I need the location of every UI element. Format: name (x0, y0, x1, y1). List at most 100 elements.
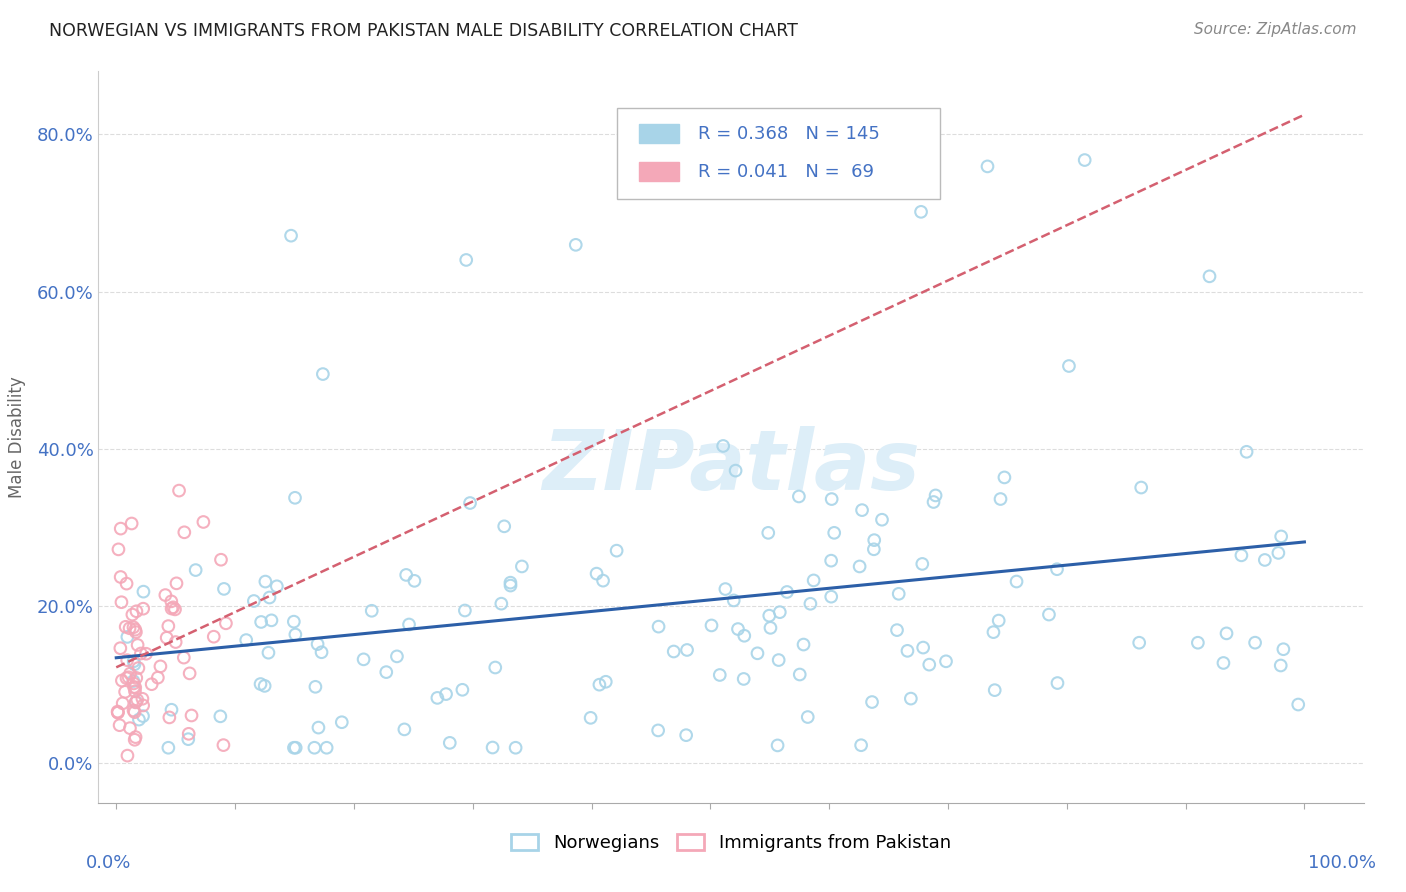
Point (193, 515, 215, 529)
Point (177, 727, 200, 741)
Point (510, 559, 533, 574)
Point (1046, 676, 1069, 690)
Legend: Norwegians, Immigrants from Pakistan: Norwegians, Immigrants from Pakistan (505, 827, 957, 860)
Point (820, 554, 842, 568)
Point (243, 594, 266, 608)
Point (766, 739, 789, 753)
Point (1130, 481, 1153, 495)
FancyBboxPatch shape (617, 108, 941, 200)
Point (484, 660, 506, 674)
Point (108, 718, 131, 732)
Point (1254, 553, 1277, 567)
Point (588, 678, 610, 692)
Point (122, 654, 145, 668)
Point (202, 630, 225, 644)
Point (257, 646, 280, 660)
Point (121, 607, 143, 622)
Point (124, 732, 146, 747)
Point (796, 710, 818, 724)
Point (976, 160, 998, 174)
Point (157, 619, 180, 633)
Point (910, 204, 932, 219)
Point (733, 672, 755, 686)
Point (146, 671, 169, 685)
Point (983, 625, 1005, 640)
Point (114, 620, 136, 634)
Point (131, 691, 153, 706)
Point (1046, 562, 1069, 576)
Point (111, 696, 134, 710)
Point (254, 574, 277, 589)
Point (990, 491, 1012, 506)
Point (759, 621, 782, 635)
Point (499, 578, 522, 592)
Point (592, 574, 614, 588)
Point (283, 615, 305, 629)
Point (311, 645, 333, 659)
Point (918, 657, 941, 672)
Point (714, 582, 737, 596)
Point (209, 552, 232, 566)
Point (135, 647, 157, 661)
Point (259, 591, 281, 605)
Point (209, 709, 232, 723)
Point (863, 533, 886, 548)
Point (160, 601, 183, 615)
Point (481, 740, 503, 755)
Point (107, 705, 129, 719)
Text: Source: ZipAtlas.com: Source: ZipAtlas.com (1194, 22, 1357, 37)
Point (1215, 626, 1237, 640)
Y-axis label: Male Disability: Male Disability (7, 376, 25, 498)
Point (863, 542, 886, 557)
Point (283, 740, 305, 755)
Point (122, 676, 145, 690)
Point (215, 616, 238, 631)
Point (250, 615, 273, 629)
Point (505, 740, 527, 755)
Point (173, 525, 195, 540)
Point (439, 736, 461, 750)
Point (747, 646, 769, 660)
Point (987, 614, 1010, 628)
Point (114, 685, 136, 699)
Point (124, 657, 146, 672)
Point (886, 623, 908, 637)
Point (900, 691, 922, 706)
Text: R = 0.368   N = 145: R = 0.368 N = 145 (699, 125, 880, 143)
Point (491, 597, 513, 611)
Point (1236, 445, 1258, 459)
Point (110, 641, 132, 656)
Point (179, 666, 201, 681)
Point (647, 619, 669, 633)
Point (723, 593, 745, 607)
FancyBboxPatch shape (638, 124, 679, 143)
Point (499, 575, 522, 590)
Point (266, 579, 288, 593)
Point (1187, 636, 1209, 650)
Point (1128, 636, 1150, 650)
Point (756, 525, 779, 540)
Point (1244, 635, 1267, 649)
Point (1286, 698, 1309, 712)
Point (125, 625, 148, 640)
Point (156, 631, 179, 645)
Point (662, 644, 685, 658)
Point (117, 748, 139, 763)
Point (118, 621, 141, 635)
Point (235, 633, 257, 648)
Point (180, 708, 202, 723)
Point (768, 653, 790, 667)
Point (284, 740, 307, 755)
Point (117, 670, 139, 684)
Point (107, 706, 129, 720)
Point (700, 618, 723, 632)
Point (647, 723, 669, 738)
Point (776, 585, 799, 599)
Point (675, 728, 697, 742)
Point (803, 574, 825, 588)
Point (849, 738, 872, 752)
Point (124, 705, 146, 719)
Point (769, 605, 792, 619)
FancyBboxPatch shape (638, 162, 679, 181)
Point (870, 513, 893, 527)
